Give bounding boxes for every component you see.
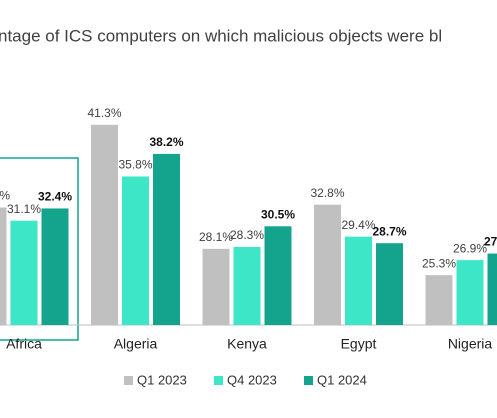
bar [376, 243, 403, 325]
legend-label: Q1 2024 [317, 372, 367, 387]
bar [487, 253, 497, 325]
bar [202, 248, 230, 325]
value-label: 28.1% [199, 230, 233, 244]
highlight-box [0, 157, 79, 341]
bar [122, 176, 149, 325]
bar [345, 236, 372, 325]
value-label: 35.8% [118, 158, 152, 172]
value-label: 32.8% [310, 186, 344, 200]
bar [153, 153, 180, 325]
value-label: 27.6% [484, 235, 497, 249]
legend-label: Q4 2023 [227, 372, 277, 387]
x-tick-label: Nigeria [448, 336, 493, 352]
value-label: 41.3% [87, 106, 121, 120]
bar [425, 275, 453, 325]
value-label: 31.1% [7, 202, 41, 216]
legend-label: Q1 2023 [137, 372, 187, 387]
legend-swatch [304, 376, 313, 385]
x-tick-label: Algeria [114, 336, 158, 352]
legend-swatch [124, 376, 133, 385]
x-tick-label: Egypt [341, 336, 377, 352]
bar [91, 124, 118, 325]
value-label: 26.9% [453, 241, 487, 255]
value-label: 28.7% [372, 224, 406, 238]
bar [41, 208, 69, 325]
value-label: 28.3% [230, 228, 264, 242]
bar [456, 260, 484, 325]
bar [314, 204, 341, 325]
bar [10, 220, 38, 325]
value-label: 38.2% [149, 135, 183, 149]
bar [0, 207, 7, 325]
bar [264, 226, 292, 325]
x-tick-label: Kenya [227, 336, 267, 352]
chart-title: ntage of ICS computers on which maliciou… [0, 26, 442, 45]
value-label: 32.4% [38, 190, 72, 204]
x-tick-label: Africa [6, 336, 42, 352]
value-label: 30.5% [261, 207, 295, 221]
value-label: 29.4% [341, 218, 375, 232]
value-label: 25.3% [422, 256, 456, 270]
legend-swatch [214, 376, 223, 385]
value-label: 32.5% [0, 189, 10, 203]
bar [233, 246, 261, 325]
